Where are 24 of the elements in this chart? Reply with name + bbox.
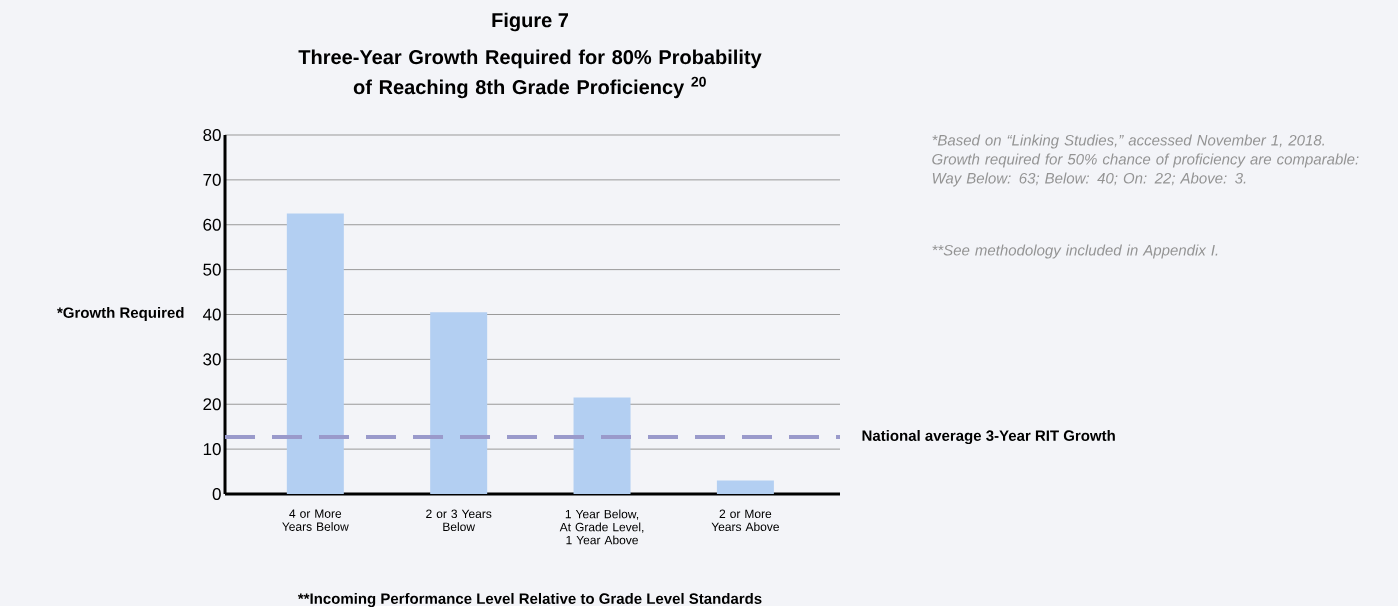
ref-line-label: National average 3-Year RIT Growth [862, 429, 1115, 444]
x-tick-label: 2 or More Years Above [711, 509, 779, 531]
y-tick-label: 0 [212, 487, 221, 500]
text: **See methodology included in Appendix I. [932, 244, 1218, 259]
chart-title: Figure 7 [492, 12, 569, 32]
chart-subtitle: Three-Year Growth Required for 80% Probability of Reaching 8th Grade Proficiency $^{20}$ [298, 49, 762, 99]
bar [573, 397, 631, 494]
bar [286, 213, 344, 494]
bar [716, 480, 774, 494]
x-tick-label: 1 Year Below, At Grade Level, 1 Year Above [559, 509, 644, 545]
y-tick-label: 60 [203, 218, 221, 231]
y-tick-label: 40 [202, 308, 221, 321]
x-axis-title: **Incoming Performance Level Relative to Grade Level Standards [297, 592, 762, 607]
y-tick-label: 70 [203, 173, 221, 186]
y-tick-label: 80 [203, 128, 221, 141]
x-tick-label: 2 or 3 Years Below [426, 509, 492, 531]
y-tick-label: 10 [203, 442, 221, 455]
y-axis-title: *Growth Required [57, 306, 184, 321]
x-tick-label: 4 or More Years Below [282, 509, 349, 531]
y-tick-label: 20 [203, 398, 221, 411]
y-tick-label: 30 [203, 353, 221, 366]
y-tick-label: 50 [203, 263, 221, 276]
text: *Based on “Linking Studies,” accessed November 1, 2018. Growth required for 50% chance of proficiency are comparable: Way Below: 63; Below: 40; On: 22; Above: 3. [932, 134, 1359, 187]
bar [430, 312, 488, 494]
